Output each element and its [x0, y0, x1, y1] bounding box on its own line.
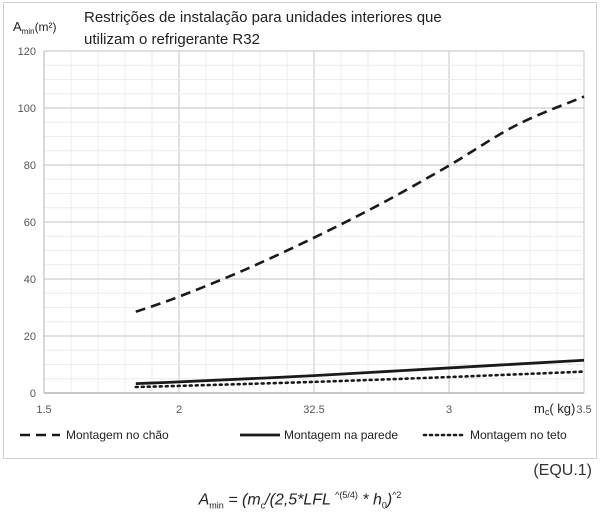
formula-h-sub: 0: [381, 500, 387, 511]
y-tick-label: 0: [30, 388, 36, 400]
formula-lfl-exp: ^(5/4): [335, 490, 358, 500]
equation-number: (EQU.1): [533, 462, 592, 479]
y-axis-label-sub: min: [22, 27, 35, 36]
chart-frame: Amin(m²) Restrições de instalação para u…: [3, 2, 597, 459]
chart-title-line1: Restrições de instalação para unidades i…: [84, 9, 442, 26]
x-tick-label: 1.5: [36, 404, 51, 416]
formula-open: = (m: [223, 491, 261, 509]
y-axis-label: Amin(m²): [13, 19, 57, 36]
axes: 0 20 40 60 80 100 120 1.5 2 32.5 3 3.5: [18, 46, 592, 416]
x-tick-label: 3: [446, 404, 452, 416]
y-tick-label: 100: [18, 103, 36, 115]
formula-close: ): [386, 491, 393, 509]
line-chart: Amin(m²) Restrições de instalação para u…: [13, 9, 592, 442]
chart-title-line2: utilizam o refrigerante R32: [84, 31, 260, 48]
x-axis-label-sub: c: [545, 407, 550, 417]
x-tick-label: 3.5: [576, 404, 591, 416]
y-axis-label-unit: (m²): [35, 20, 57, 34]
formula-lhs: A: [198, 491, 210, 509]
y-tick-label: 60: [24, 217, 36, 229]
legend: Montagem no chão Montagem na parede Montag…: [20, 428, 567, 442]
y-tick-label: 80: [24, 160, 36, 172]
formula-h: * h: [357, 491, 382, 509]
formula-mid: /(2,5*LFL: [265, 491, 336, 509]
formula-lhs-sub: min: [209, 500, 224, 511]
legend-label-3: Montagem no teto: [470, 428, 567, 442]
y-tick-label: 120: [18, 46, 36, 58]
series-lines: [134, 95, 586, 389]
x-axis-label: mc( kg): [534, 401, 575, 417]
series-line-1: [135, 95, 585, 314]
formula: Amin = (mc/(2,5*LFL ^(5/4) * h0)^2: [0, 490, 600, 511]
legend-label-1: Montagem no chão: [66, 428, 169, 442]
grid: [43, 50, 585, 394]
y-tick-label: 40: [24, 274, 36, 286]
x-tick-label: 2: [176, 404, 182, 416]
formula-final-exp: ^2: [392, 490, 402, 500]
x-tick-label: 32.5: [303, 404, 324, 416]
y-axis-label-main: A: [13, 19, 22, 34]
x-axis-label-unit: ( kg): [549, 401, 575, 416]
legend-label-2: Montagem na parede: [284, 428, 398, 442]
y-tick-label: 20: [24, 331, 36, 343]
series-line-3: [134, 370, 586, 389]
formula-m-sub: c: [260, 500, 266, 511]
x-axis-label-main: m: [534, 401, 545, 416]
series-line-2: [135, 358, 585, 385]
